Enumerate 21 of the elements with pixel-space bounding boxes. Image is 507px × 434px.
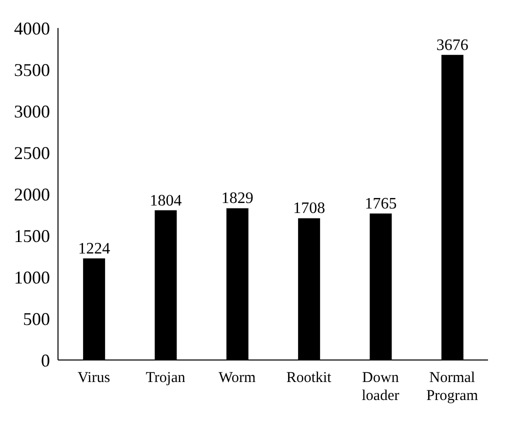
x-tick-label: Down loader	[362, 370, 400, 404]
y-tick-label: 2000	[14, 184, 50, 204]
y-tick-label: 1000	[14, 267, 50, 288]
y-tick-label: 0	[41, 350, 50, 370]
y-tick-label: 3000	[14, 101, 50, 122]
y-tick-label: 500	[23, 308, 50, 329]
x-tick-label: Worm	[218, 370, 256, 386]
x-tick-label: Normal Program	[426, 370, 478, 404]
y-tick-label: 3500	[14, 60, 50, 80]
y-tick-label: 2500	[14, 142, 50, 163]
x-tick-label: Virus	[78, 370, 110, 386]
data-label: 1708	[293, 200, 326, 218]
data-label: 1765	[364, 196, 397, 213]
data-label: 1224	[78, 240, 110, 258]
y-tick-label: 4000	[14, 18, 50, 38]
data-label: 3676	[436, 36, 468, 54]
y-tick-label: 1500	[14, 226, 50, 246]
x-tick-label: Rootkit	[286, 370, 332, 386]
x-tick-label: Trojan	[146, 370, 186, 386]
data-label: 1829	[221, 190, 254, 208]
data-label: 1804	[150, 192, 182, 210]
